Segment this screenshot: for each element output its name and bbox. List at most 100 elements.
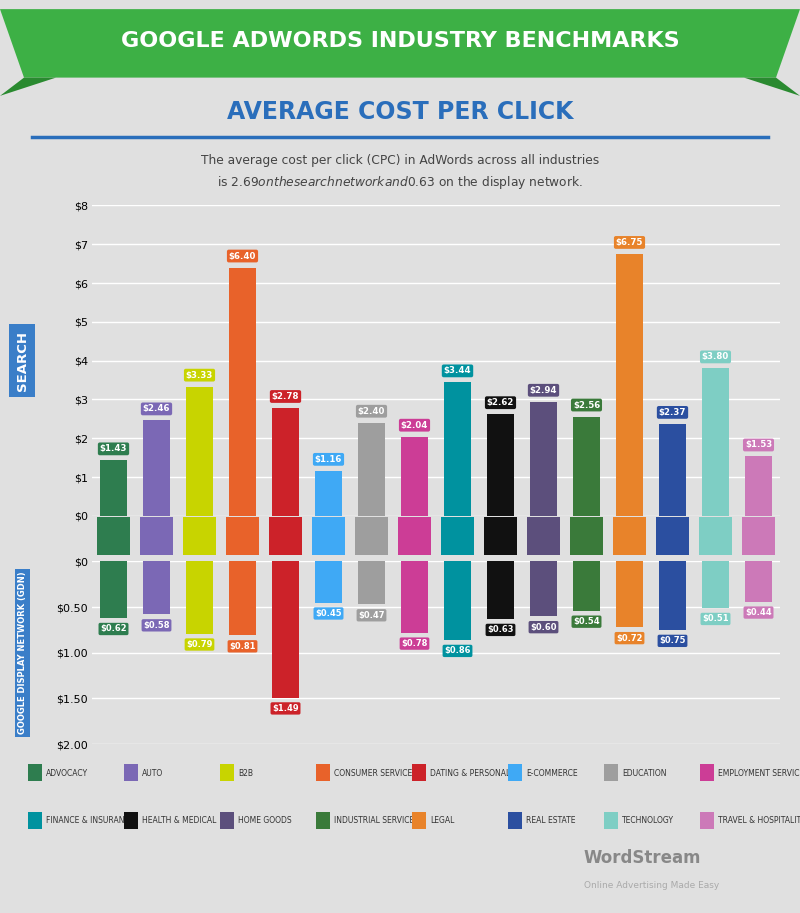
- Bar: [28, 812, 42, 829]
- Text: LEGAL: LEGAL: [430, 816, 454, 825]
- Bar: [97, 518, 130, 555]
- Text: DATING & PERSONALS: DATING & PERSONALS: [430, 769, 515, 778]
- Text: ADVOCACY: ADVOCACY: [46, 769, 89, 778]
- Bar: [613, 518, 646, 555]
- Text: $1.49: $1.49: [272, 704, 299, 713]
- Bar: [220, 812, 234, 829]
- Text: EMPLOYMENT SERVICES: EMPLOYMENT SERVICES: [718, 769, 800, 778]
- Bar: [358, 561, 386, 604]
- Text: HEALTH & MEDICAL: HEALTH & MEDICAL: [142, 816, 217, 825]
- Bar: [742, 518, 775, 555]
- Bar: [401, 436, 429, 516]
- Bar: [412, 812, 426, 829]
- Bar: [271, 408, 299, 516]
- Bar: [220, 764, 234, 782]
- Text: $3.33: $3.33: [186, 371, 213, 380]
- Text: AVERAGE COST PER CLICK: AVERAGE COST PER CLICK: [226, 100, 574, 124]
- Polygon shape: [744, 78, 800, 96]
- Bar: [745, 561, 773, 602]
- Text: $2.04: $2.04: [401, 421, 428, 430]
- Bar: [186, 386, 214, 516]
- Bar: [486, 561, 514, 619]
- Text: GOOGLE ADWORDS INDUSTRY BENCHMARKS: GOOGLE ADWORDS INDUSTRY BENCHMARKS: [121, 31, 679, 51]
- Bar: [530, 561, 558, 616]
- Text: $0.81: $0.81: [230, 642, 256, 651]
- Bar: [443, 561, 471, 640]
- Text: CONSUMER SERVICES: CONSUMER SERVICES: [334, 769, 418, 778]
- Bar: [124, 812, 138, 829]
- Bar: [570, 518, 603, 555]
- Text: $0.78: $0.78: [402, 639, 428, 648]
- Bar: [484, 518, 517, 555]
- Bar: [699, 518, 732, 555]
- Bar: [656, 518, 689, 555]
- Bar: [702, 368, 730, 516]
- Bar: [355, 518, 388, 555]
- Bar: [508, 812, 522, 829]
- Text: $1.43: $1.43: [100, 445, 127, 454]
- Bar: [530, 402, 558, 516]
- Bar: [658, 424, 686, 516]
- Bar: [229, 561, 257, 635]
- Text: HOME GOODS: HOME GOODS: [238, 816, 292, 825]
- Text: $0.75: $0.75: [659, 636, 686, 645]
- Bar: [573, 561, 601, 611]
- Bar: [99, 460, 127, 516]
- Bar: [604, 812, 618, 829]
- Text: $0.47: $0.47: [358, 611, 385, 620]
- Text: $0.62: $0.62: [100, 624, 127, 634]
- Bar: [700, 812, 714, 829]
- Text: $3.80: $3.80: [702, 352, 729, 362]
- Text: $0.86: $0.86: [444, 646, 470, 656]
- Text: $2.37: $2.37: [658, 408, 686, 417]
- Bar: [140, 518, 173, 555]
- Text: The average cost per click (CPC) in AdWords across all industries
is $2.69 on th: The average cost per click (CPC) in AdWo…: [201, 154, 599, 192]
- Text: EDUCATION: EDUCATION: [622, 769, 667, 778]
- Text: $2.62: $2.62: [487, 398, 514, 407]
- Text: $0.51: $0.51: [702, 614, 729, 624]
- Bar: [615, 561, 643, 627]
- Text: $2.40: $2.40: [358, 406, 385, 415]
- Bar: [314, 561, 342, 603]
- Text: $2.94: $2.94: [530, 386, 558, 394]
- Text: $2.46: $2.46: [142, 404, 170, 414]
- Text: $0.63: $0.63: [487, 625, 514, 635]
- Bar: [358, 423, 386, 516]
- Bar: [226, 518, 259, 555]
- Text: $0.72: $0.72: [616, 634, 642, 643]
- Bar: [28, 764, 42, 782]
- Text: SEARCH: SEARCH: [16, 331, 29, 391]
- Text: Online Advertising Made Easy: Online Advertising Made Easy: [584, 881, 719, 890]
- Bar: [142, 561, 170, 614]
- Bar: [316, 764, 330, 782]
- Text: WordStream: WordStream: [584, 849, 702, 867]
- Text: $2.56: $2.56: [573, 401, 600, 410]
- Bar: [527, 518, 560, 555]
- Text: INDUSTRIAL SERVICES: INDUSTRIAL SERVICES: [334, 816, 419, 825]
- Text: $0.44: $0.44: [745, 608, 772, 617]
- Text: AUTO: AUTO: [142, 769, 164, 778]
- Text: $0.58: $0.58: [143, 621, 170, 630]
- Bar: [615, 254, 643, 516]
- Bar: [702, 561, 730, 608]
- Text: $0.79: $0.79: [186, 640, 213, 649]
- Bar: [658, 561, 686, 630]
- Bar: [486, 415, 514, 516]
- Text: $1.53: $1.53: [745, 440, 772, 449]
- Text: GOOGLE DISPLAY NETWORK (GDN): GOOGLE DISPLAY NETWORK (GDN): [18, 572, 27, 734]
- Bar: [229, 268, 257, 516]
- Text: REAL ESTATE: REAL ESTATE: [526, 816, 576, 825]
- Bar: [412, 764, 426, 782]
- Bar: [186, 561, 214, 634]
- Text: E-COMMERCE: E-COMMERCE: [526, 769, 578, 778]
- Text: TECHNOLOGY: TECHNOLOGY: [622, 816, 674, 825]
- Bar: [573, 416, 601, 516]
- Bar: [508, 764, 522, 782]
- Bar: [312, 518, 345, 555]
- Text: $6.40: $6.40: [229, 251, 256, 260]
- Text: $6.75: $6.75: [616, 238, 643, 247]
- Text: $3.44: $3.44: [444, 366, 471, 375]
- Bar: [604, 764, 618, 782]
- Text: $0.45: $0.45: [315, 609, 342, 618]
- Bar: [401, 561, 429, 633]
